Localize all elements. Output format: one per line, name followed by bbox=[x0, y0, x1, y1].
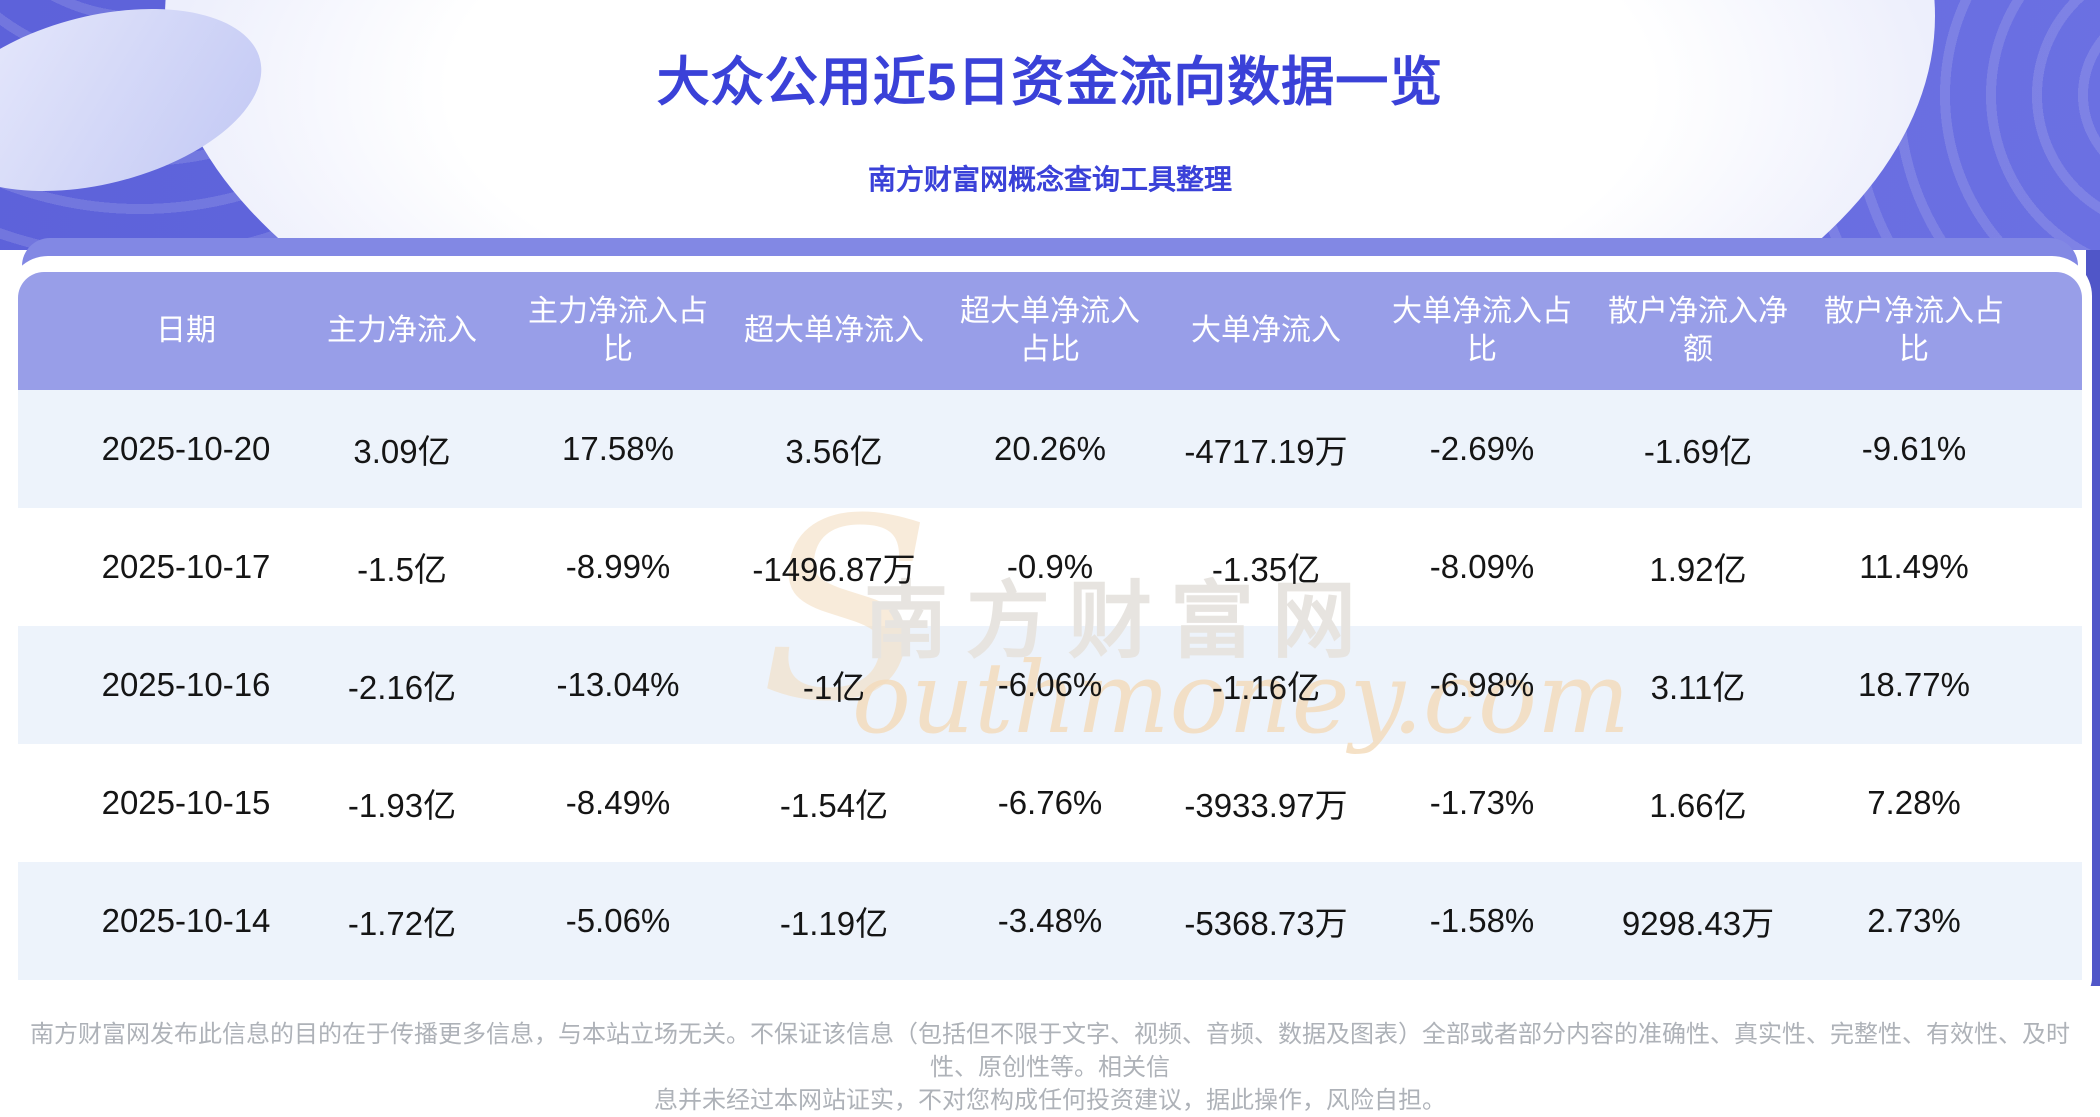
column-header-label: 日期 bbox=[156, 314, 216, 347]
value-cell: 3.09亿 bbox=[353, 433, 451, 470]
value-cell: -0.9% bbox=[1006, 548, 1094, 585]
column-header: 散户净流入占比 bbox=[1806, 293, 2022, 369]
value-cell: 3.11亿 bbox=[1650, 669, 1746, 706]
table-row: 2025-10-20 3.09亿 17.58% 3.56亿 20.26% -4717.19… bbox=[18, 390, 2082, 508]
column-header: 超大单净流入占比 bbox=[942, 293, 1158, 369]
page-title: 大众公用近5日资金流向数据一览 bbox=[656, 53, 1444, 112]
value-cell: 20.26% bbox=[994, 430, 1106, 467]
value-cell: -6.76% bbox=[997, 784, 1103, 821]
value-cell: 17.58% bbox=[562, 430, 674, 467]
date-cell: 2025-10-17 bbox=[101, 548, 271, 585]
column-header-label: 主力净流入占比 bbox=[528, 295, 708, 366]
disclaimer-line1: 南方财富网发布此信息的目的在于传播更多信息，与本站立场无关。不保证该信息（包括但… bbox=[30, 1021, 2070, 1081]
value-cell: -3933.97万 bbox=[1184, 787, 1348, 824]
value-cell: 1.66亿 bbox=[1649, 787, 1747, 824]
column-header: 主力净流入占比 bbox=[510, 293, 726, 369]
date-cell: 2025-10-20 bbox=[101, 430, 271, 467]
value-cell: -1.72亿 bbox=[347, 905, 457, 942]
value-cell: -1.54亿 bbox=[779, 787, 889, 824]
value-cell: -2.16亿 bbox=[347, 669, 457, 706]
value-cell: 3.56亿 bbox=[785, 433, 883, 470]
value-cell: 1.92亿 bbox=[1649, 551, 1747, 588]
value-cell: -1亿 bbox=[802, 669, 866, 706]
value-cell: -5.06% bbox=[565, 902, 671, 939]
date-cell: 2025-10-15 bbox=[101, 784, 271, 821]
column-header-label: 主力净流入 bbox=[327, 314, 477, 347]
value-cell: -1.69亿 bbox=[1643, 433, 1753, 470]
value-cell: -3.48% bbox=[997, 902, 1103, 939]
column-header-label: 大单净流入占比 bbox=[1392, 295, 1572, 366]
table-header-row: 日期 主力净流入 主力净流入占比 超大单净流入 超大单净流入占比 大单净流入 大单净流入占比… bbox=[18, 272, 2082, 390]
table-body: 2025-10-20 3.09亿 17.58% 3.56亿 20.26% -4717.19… bbox=[18, 390, 2082, 980]
table-row: 2025-10-17 -1.5亿 -8.99% -1496.87万 -0.9% -1.35… bbox=[18, 508, 2082, 626]
column-header: 日期 bbox=[78, 312, 294, 350]
column-header: 大单净流入 bbox=[1158, 312, 1374, 350]
value-cell: 11.49% bbox=[1859, 548, 1969, 585]
value-cell: -1.5亿 bbox=[357, 551, 447, 588]
value-cell: -9.61% bbox=[1861, 430, 1967, 467]
value-cell: -8.99% bbox=[565, 548, 671, 585]
value-cell: -1496.87万 bbox=[752, 551, 916, 588]
page-subtitle: 南方财富网概念查询工具整理 bbox=[867, 164, 1232, 195]
value-cell: -8.09% bbox=[1429, 548, 1535, 585]
value-cell: -8.49% bbox=[565, 784, 671, 821]
value-cell: -1.16亿 bbox=[1211, 669, 1321, 706]
value-cell: -5368.73万 bbox=[1184, 905, 1348, 942]
column-header: 散户净流入净额 bbox=[1590, 293, 1806, 369]
header-banner: 大众公用近5日资金流向数据一览 南方财富网概念查询工具整理 bbox=[0, 0, 2100, 250]
table-row: 2025-10-16 -2.16亿 -13.04% -1亿 -6.06% -1.16亿 -6… bbox=[18, 626, 2082, 744]
value-cell: -4717.19万 bbox=[1184, 433, 1348, 470]
column-header-label: 大单净流入 bbox=[1191, 314, 1341, 347]
value-cell: -1.58% bbox=[1429, 902, 1535, 939]
value-cell: -1.35亿 bbox=[1211, 551, 1321, 588]
value-cell: -1.19亿 bbox=[779, 905, 889, 942]
column-header-label: 散户净流入占比 bbox=[1824, 295, 2004, 366]
table-row: 2025-10-15 -1.93亿 -8.49% -1.54亿 -6.76% -3933.… bbox=[18, 744, 2082, 862]
column-header-label: 超大单净流入占比 bbox=[960, 295, 1140, 366]
value-cell: -6.98% bbox=[1429, 666, 1535, 703]
column-header-label: 散户净流入净额 bbox=[1608, 295, 1788, 366]
value-cell: -2.69% bbox=[1429, 430, 1535, 467]
value-cell: 7.28% bbox=[1867, 784, 1961, 821]
column-header: 大单净流入占比 bbox=[1374, 293, 1590, 369]
data-card: 日期 主力净流入 主力净流入占比 超大单净流入 超大单净流入占比 大单净流入 大单净流入占比… bbox=[8, 256, 2092, 1002]
value-cell: -13.04% bbox=[556, 666, 680, 703]
column-header-label: 超大单净流入 bbox=[744, 314, 924, 347]
value-cell: 9298.43万 bbox=[1621, 905, 1775, 942]
date-cell: 2025-10-14 bbox=[101, 902, 271, 939]
value-cell: -1.93亿 bbox=[347, 787, 457, 824]
value-cell: -6.06% bbox=[997, 666, 1103, 703]
column-header: 主力净流入 bbox=[294, 312, 510, 350]
table-row: 2025-10-14 -1.72亿 -5.06% -1.19亿 -3.48% -5368.… bbox=[18, 862, 2082, 980]
value-cell: -1.73% bbox=[1429, 784, 1535, 821]
disclaimer: 南方财富网发布此信息的目的在于传播更多信息，与本站立场无关。不保证该信息（包括但… bbox=[8, 1018, 2092, 1117]
column-header: 超大单净流入 bbox=[726, 312, 942, 350]
disclaimer-line2: 息并未经过本网站证实，不对您构成任何投资建议，据此操作，风险自担。 bbox=[654, 1087, 1446, 1114]
value-cell: 2.73% bbox=[1867, 902, 1961, 939]
date-cell: 2025-10-16 bbox=[101, 666, 271, 703]
value-cell: 18.77% bbox=[1858, 666, 1970, 703]
decor-center-blob bbox=[165, 0, 1935, 250]
